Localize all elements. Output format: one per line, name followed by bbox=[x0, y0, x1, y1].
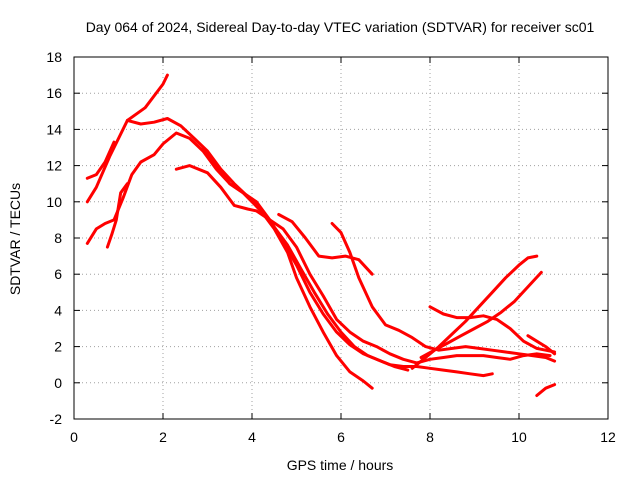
series-track-6 bbox=[174, 164, 494, 378]
series-track-3 bbox=[85, 131, 374, 390]
x-axis-label: GPS time / hours bbox=[287, 457, 394, 473]
x-tick-label: 6 bbox=[337, 429, 345, 445]
series-track-13 bbox=[526, 334, 557, 356]
y-tick-label: 6 bbox=[54, 266, 62, 282]
series-track-12 bbox=[428, 305, 557, 354]
series-layer bbox=[85, 73, 557, 397]
y-tick-label: -2 bbox=[50, 411, 63, 427]
y-tick-label: 0 bbox=[54, 375, 62, 391]
chart-title: Day 064 of 2024, Sidereal Day-to-day VTE… bbox=[86, 19, 595, 35]
series-track-8 bbox=[277, 213, 374, 276]
x-tick-label: 8 bbox=[426, 429, 434, 445]
series-track-11 bbox=[419, 270, 543, 359]
y-axis-label: SDTVAR / TECUs bbox=[7, 183, 23, 295]
series-track-9 bbox=[330, 222, 557, 363]
y-tick-label: 8 bbox=[54, 230, 62, 246]
y-tick-label: 12 bbox=[46, 158, 62, 174]
x-tick-label: 0 bbox=[70, 429, 78, 445]
ticks: 0 2 4 6 8 10 12 -2 0 2 4 6 8 10 12 14 16 18 bbox=[46, 49, 616, 445]
y-tick-label: 10 bbox=[46, 194, 62, 210]
y-tick-label: 2 bbox=[54, 339, 62, 355]
x-tick-label: 4 bbox=[248, 429, 256, 445]
y-tick-label: 18 bbox=[46, 49, 62, 65]
y-tick-label: 14 bbox=[46, 121, 62, 137]
grid bbox=[74, 57, 608, 419]
x-tick-label: 12 bbox=[600, 429, 616, 445]
y-tick-label: 4 bbox=[54, 302, 62, 318]
x-tick-label: 10 bbox=[511, 429, 527, 445]
series-track-14 bbox=[535, 383, 557, 397]
series-track-4 bbox=[105, 182, 129, 249]
series-track-2 bbox=[85, 140, 116, 180]
y-tick-label: 16 bbox=[46, 85, 62, 101]
series-track-7 bbox=[201, 146, 552, 365]
x-tick-label: 2 bbox=[159, 429, 167, 445]
